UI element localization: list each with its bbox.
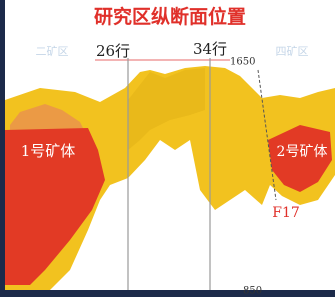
section-label: 34行 [193, 40, 227, 58]
elevation-label: 850 [243, 286, 262, 297]
fault-label: F17 [272, 205, 300, 221]
body-label: 1号矿体 [21, 142, 76, 160]
region-label: 四矿区 [276, 45, 309, 58]
elevation-label: 1650 [230, 57, 255, 68]
diagram: 研究区纵断面位置 二矿区 四矿区 26行 34行 1650 850 1号矿体 2… [0, 0, 335, 297]
page: 研究区纵断面位置 二矿区 四矿区 26行 34行 1650 850 1号矿体 2… [0, 0, 335, 297]
section-label: 26行 [96, 42, 130, 60]
body-label: 2号矿体 [277, 144, 328, 160]
region-label: 二矿区 [36, 45, 69, 58]
title: 研究区纵断面位置 [94, 5, 246, 28]
